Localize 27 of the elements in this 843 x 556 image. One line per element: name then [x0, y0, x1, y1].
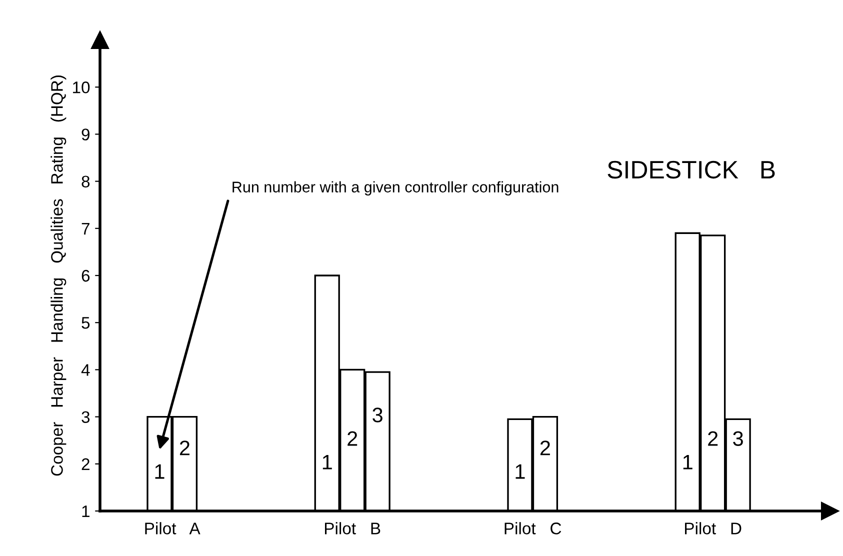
y-tick-label: 9	[82, 128, 90, 140]
x-tick-label: Pilot B	[325, 522, 380, 534]
y-tick-label: 1	[82, 506, 90, 518]
y-tick-label: 10	[73, 82, 90, 94]
series-label: 3	[372, 408, 382, 422]
text: SIDESTICK B	[608, 160, 775, 179]
text: 3	[733, 431, 743, 446]
text: 1	[516, 464, 525, 479]
x-tick-label: Pilot D	[685, 522, 742, 534]
x-tick-label: Pilot A	[145, 522, 200, 534]
annotation: Run number with a given controller configuration	[232, 181, 558, 196]
text: 2	[540, 440, 550, 456]
text: 2	[708, 431, 718, 446]
y-tick-label: 6	[82, 270, 90, 282]
text: 1	[683, 454, 692, 470]
y-tick-label: 7	[82, 222, 90, 234]
x-tick-label: Pilot C	[504, 522, 562, 534]
y-tick-label: 8	[82, 176, 90, 188]
y-tick-label: 2	[82, 458, 90, 470]
text: 2	[180, 440, 190, 456]
y-tick-label: 4	[81, 364, 90, 376]
legend-label: 1	[155, 464, 164, 479]
series-label: 2	[348, 431, 358, 446]
y-axis-title: Cooper Harper Handling Qualities Rating (HQR)	[50, 76, 66, 476]
y-tick-label: 3	[82, 411, 90, 424]
text: 1	[322, 454, 332, 470]
y-tick-label: 5	[82, 317, 90, 329]
